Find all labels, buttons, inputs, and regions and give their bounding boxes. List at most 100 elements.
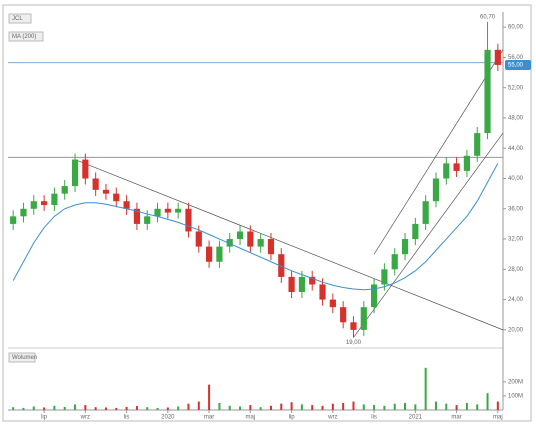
volume-bar [166,407,169,410]
volume-bar [434,401,437,410]
volume-bar [197,401,200,410]
x-tick-label: wrz [80,415,90,421]
volume-bar [177,406,180,410]
candle-body [340,307,347,323]
volume-bar [393,403,396,410]
y-tick-label: 48,00 [508,116,524,122]
y-tick-label: 60,00 [508,25,524,31]
volume-bar [476,404,479,410]
candle-body [133,208,140,224]
candle-body [350,322,357,330]
x-tick-label: lip [289,415,296,421]
volume-bar [146,407,149,410]
last-price-label: 55,00 [508,63,524,69]
frame [2,4,532,422]
candle-body [92,178,99,190]
candle-body [319,284,326,300]
y-tick-label: 44,00 [508,146,524,152]
candle-body [113,193,120,202]
volume-bar [249,405,252,410]
vol-tick-label: 100M [508,394,523,400]
candle-body [267,239,275,255]
volume-bar [331,403,334,410]
volume-bar [352,401,355,410]
y-tick-label: 36,00 [508,206,524,212]
candle-body [401,239,409,255]
volume-bar [455,405,458,410]
candle-body [484,49,491,134]
candle-body [391,254,398,270]
candle-body [463,155,470,171]
x-tick-label: mar [204,415,214,421]
volume-bar [12,407,15,410]
volume-bar [187,403,190,410]
candle-body [247,231,254,247]
title-box [8,13,32,24]
candle-body [195,231,202,247]
volume-bar [228,405,231,410]
y-tick-label: 40,00 [508,176,524,182]
candle-body [278,254,285,277]
y-tick-label: 28,00 [508,267,524,273]
volume-bar [362,404,365,410]
volume-bar [445,403,448,410]
x-tick-label: lis [371,415,377,421]
candle-body [360,307,367,330]
annotation: 60,70 [480,14,496,20]
volume-bar [218,402,221,410]
candle-body [185,208,192,232]
volume-bar [94,407,97,410]
volume-bar [311,405,314,410]
x-tick-label: lis [124,415,130,421]
trend-line [353,132,504,338]
candle-body [257,239,264,247]
x-tick-label: maj [493,415,503,421]
candle-body [164,208,171,213]
candle-body [474,133,481,156]
volume-bar [383,405,386,410]
annotation: 19,00 [346,340,362,346]
candle-body [41,201,48,205]
candle-body [123,201,130,209]
candle-body [51,193,58,205]
x-tick-label: wrz [327,415,337,421]
x-tick-label: mar [451,415,461,421]
x-tick-label: 2020 [161,415,175,421]
volume-bar [104,407,107,410]
volume-bar [496,401,499,410]
volume-bar [125,406,128,410]
volume-bar [269,405,272,410]
last-price-tag [505,59,531,70]
volume-bar [486,393,489,410]
volume-bar [300,404,303,410]
candle-body [226,239,233,247]
volume-bar [373,405,376,410]
candle-body [206,246,213,262]
volume-bar [43,407,46,410]
chart-title: JCL [12,16,23,22]
volume-bar [63,406,66,410]
volume-bar [414,404,417,410]
volume-bar [404,402,407,410]
volume-box [8,352,36,363]
candle-body [288,276,295,293]
candle-body [236,231,244,240]
x-tick-label: maj [246,415,256,421]
volume-bar [74,404,77,410]
volume-bar [290,402,293,410]
volume-bar [156,407,159,410]
candle-body [443,163,450,179]
trend-line [373,49,504,255]
volume-bar [84,405,87,410]
candle-body [10,216,17,224]
volume-bar [424,367,427,410]
candle-body [30,201,37,209]
candle-body [61,186,68,194]
candle-body [71,159,79,187]
candle-body [371,284,378,308]
volume-bar [32,406,35,410]
y-tick-label: 52,00 [508,85,524,91]
candle-body [494,49,501,65]
ma-label: MA (200) [12,34,36,40]
